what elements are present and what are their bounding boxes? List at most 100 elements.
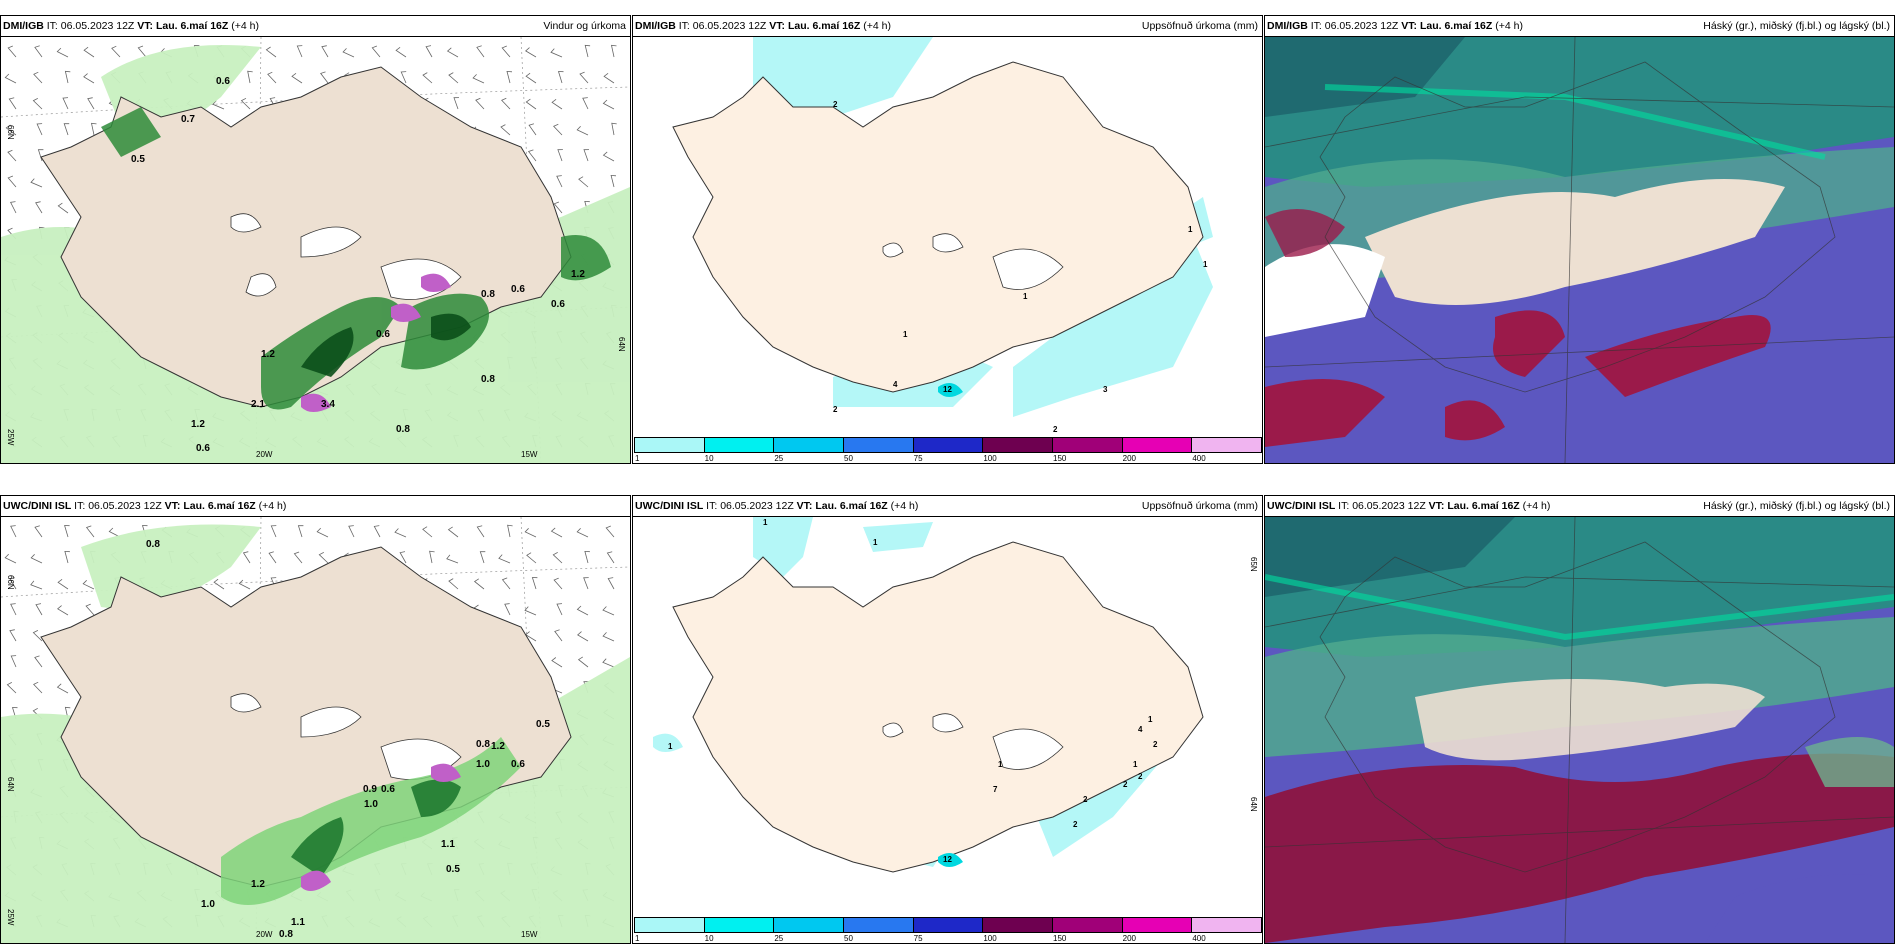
accum-label: 7 (993, 785, 998, 794)
accum-label: 12 (943, 385, 952, 394)
wind-barb (34, 655, 43, 668)
wind-barb (577, 656, 589, 668)
accum-label: 4 (1138, 725, 1143, 734)
colorbar-tick: 400 (1192, 454, 1206, 463)
colorbar-tick: 10 (704, 934, 714, 943)
wind-barb (247, 70, 253, 84)
accum-label: 2 (1053, 425, 1058, 434)
wind-barb (605, 525, 615, 538)
wind-barb (242, 551, 251, 564)
wind-barb (472, 74, 485, 84)
colorbar-tick: 200 (1122, 454, 1137, 463)
panel-title: Vindur og úrkoma (543, 20, 626, 32)
wind-barb (475, 97, 485, 110)
wind-barb (473, 578, 485, 590)
colorbar-swatch (634, 437, 705, 453)
wind-barb (267, 71, 277, 84)
wind-barb (422, 72, 433, 84)
wind-barb (10, 525, 17, 538)
wind-barb (425, 45, 433, 58)
lat-label: 64N (6, 777, 15, 792)
wind-barb (137, 45, 147, 58)
precip-label: 1.2 (191, 419, 205, 430)
wind-barb (531, 577, 538, 590)
wind-barb (35, 201, 43, 214)
wind-barb (85, 525, 95, 538)
wind-barb (584, 44, 591, 58)
colorbar-tick: 1 (635, 934, 640, 943)
wind-barb (606, 551, 615, 564)
colorbar-tick: 400 (1192, 934, 1206, 943)
wind-barb (111, 45, 121, 58)
wind-barb (583, 149, 590, 162)
wind-barb (342, 48, 355, 58)
lon-label: 15W (521, 450, 538, 459)
wind-barb (9, 629, 17, 642)
precip-label: 0.8 (279, 929, 293, 940)
lon-label: 20W (256, 450, 273, 459)
wind-barb (57, 605, 69, 616)
precip-label: 0.6 (376, 329, 390, 340)
wind-barb (82, 580, 95, 590)
panel-clouds-uwc: UWC/DINI ISL IT: 06.05.2023 12Z VT: Lau.… (1264, 495, 1895, 944)
wind-barb (525, 72, 537, 84)
panel-header: UWC/DINI ISL IT: 06.05.2023 12Z VT: Lau.… (1265, 496, 1894, 517)
wind-barb (507, 524, 513, 538)
wind-barb (9, 201, 17, 214)
accum-label: 2 (833, 100, 838, 109)
wind-barb (64, 550, 70, 564)
accum-label: 2 (1123, 780, 1128, 789)
precip-label: 2.1 (251, 399, 265, 410)
wind-barb (551, 657, 563, 668)
wind-barb (576, 126, 589, 136)
wind-barb (240, 97, 251, 110)
wind-barb (500, 124, 511, 136)
wind-barb (610, 44, 617, 58)
accum-label: 1 (763, 518, 768, 527)
panel-wind-precip-uwc: UWC/DINI ISL IT: 06.05.2023 12Z VT: Lau.… (0, 495, 631, 944)
wind-barb (62, 97, 69, 110)
wind-barb (373, 525, 381, 538)
precip-label: 0.8 (146, 539, 160, 550)
wind-barb (399, 551, 407, 564)
wind-barb (90, 122, 97, 136)
wind-barb (57, 202, 69, 214)
wind-barb (577, 631, 589, 642)
wind-barb (10, 603, 17, 616)
map-wind-precip: 0.6 0.7 0.5 1.2 0.6 0.6 0.6 0.8 1.2 2.1 … (1, 37, 630, 463)
wind-barb (296, 45, 303, 58)
wind-barb (268, 551, 277, 564)
accum-label: 1 (903, 330, 908, 339)
wind-barb (446, 554, 459, 564)
panel-accum-precip-uwc: UWC/DINI ISL IT: 06.05.2023 12Z VT: Lau.… (632, 495, 1263, 944)
wind-barb (501, 97, 511, 110)
accum-label: 2 (1083, 795, 1088, 804)
colorbar-swatch (773, 917, 844, 933)
colorbar: 1 10 25 50 75 100 150 200 400 (633, 437, 1262, 463)
accum-label: 2 (1138, 772, 1143, 781)
accum-label: 1 (1203, 260, 1208, 269)
panel-title: Uppsöfnuð úrkoma (mm) (1141, 500, 1258, 512)
colorbar-swatch (1052, 917, 1123, 933)
accum-label: 3 (1103, 385, 1108, 394)
wind-barb (524, 528, 537, 538)
precip-label: 0.6 (511, 759, 525, 770)
colorbar-swatch (773, 437, 844, 453)
wind-barb (30, 178, 43, 188)
colorbar-swatch (843, 437, 914, 453)
precip-label: 1.0 (476, 759, 490, 770)
wind-barb (576, 528, 589, 538)
wind-barb (557, 149, 563, 162)
wind-barb (7, 149, 17, 162)
colorbar-swatch (703, 917, 775, 933)
precip-label: 1.2 (491, 741, 505, 752)
colorbar-swatch (912, 917, 984, 933)
map-accum-precip: 1 1 1 1 7 12 2 2 2 4 1 2 1 2 65N 64N (633, 517, 1262, 917)
wind-barb (524, 606, 537, 616)
wind-barb (56, 683, 69, 694)
wind-barb (476, 45, 485, 58)
accum-label: 12 (943, 855, 952, 864)
panel-header: UWC/DINI ISL IT: 06.05.2023 12Z VT: Lau.… (1, 496, 630, 517)
wind-barb (4, 73, 17, 84)
wind-barb (504, 603, 511, 616)
